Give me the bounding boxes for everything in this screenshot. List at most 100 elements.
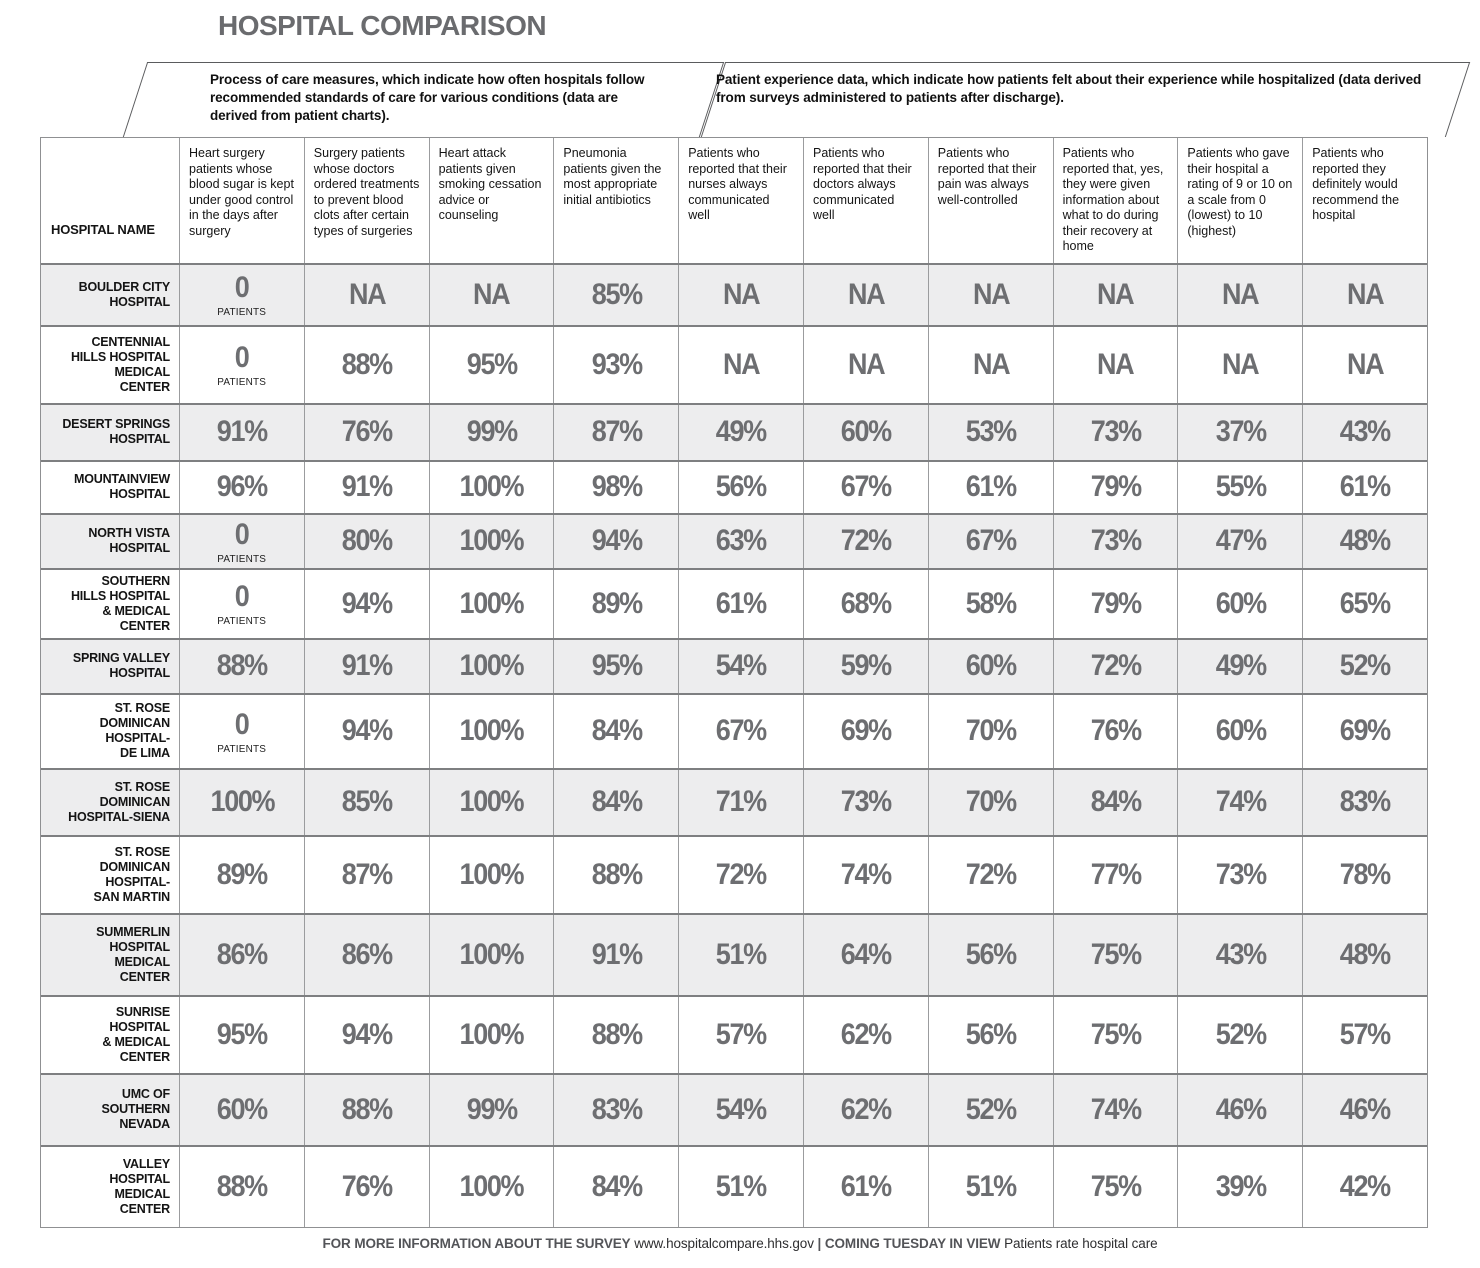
value-cell: 52% [1177,996,1302,1073]
column-header: Pneumonia patients given the most approp… [553,138,678,263]
value-cell: 0 PATIENTS [179,326,304,403]
value-cell: 94% [553,514,678,568]
value-cell: 84% [553,1146,678,1227]
value-text: 79% [1090,586,1141,620]
value-cell: 72% [678,836,803,913]
value-text: 56% [716,470,767,503]
hospital-name-cell: UMC OF SOUTHERN NEVADA [101,1087,170,1131]
value-text: 70% [965,714,1017,747]
value-text: 73% [1090,524,1141,557]
value-text: 53% [965,415,1017,448]
value-text: 57% [716,1017,767,1051]
value-text: 91% [216,415,268,448]
table-row: ST. ROSE DOMINICAN HOSPITAL- DE LIMA 0 PAT… [41,692,1427,768]
value-text: 69% [1340,714,1391,747]
value-cell: 100% [428,639,554,693]
value-cell: 54% [678,639,803,693]
value-cell: 61% [803,1146,928,1227]
value-cell: 56% [927,914,1053,995]
value-cell: 64% [803,914,928,995]
value-cell: 89% [179,836,304,913]
hospital-name-cell: BOULDER CITY HOSPITAL [78,279,171,309]
value-text: 0 [235,341,250,374]
value-cell: 0 PATIENTS [179,569,304,638]
value-text: 83% [1340,785,1391,818]
value-cell: 100% [179,769,304,835]
value-text: 91% [341,649,393,682]
table-header-row: HOSPITAL NAME Heart surgery patients who… [41,138,1427,263]
footer-info-label: FOR MORE INFORMATION ABOUT THE SURVEY [322,1236,631,1251]
value-text: 63% [716,524,767,557]
value-cell: 74% [803,836,928,913]
value-cell: 51% [678,914,803,995]
patients-label: PATIENTS [217,376,267,388]
hospital-name-cell: SPRING VALLEY HOSPITAL [72,651,170,680]
value-cell: 88% [303,326,429,403]
value-cell: 67% [803,461,928,513]
table-row: ST. ROSE DOMINICAN HOSPITAL- SAN MARTIN 8… [41,834,1427,913]
value-cell: 75% [1052,996,1178,1073]
value-text: 73% [1215,857,1266,891]
value-text: 76% [341,1169,393,1203]
value-cell: 62% [803,996,928,1073]
value-text: 48% [1340,524,1391,557]
value-cell: NA [1302,264,1427,325]
table-body: BOULDER CITY HOSPITAL 0 PATIENTS NA NA 85% NA N… [41,262,1427,1227]
value-cell: 72% [927,836,1053,913]
hospital-name-cell: MOUNTAINVIEW HOSPITAL [74,472,170,501]
value-text: 74% [1215,785,1266,818]
experience-banner-text: Patient experience data, which indicate … [716,72,1422,105]
value-cell: 0 PATIENTS [179,514,304,568]
value-text: 84% [591,1169,642,1203]
value-text: NA [972,347,1011,381]
value-text: 78% [1340,857,1391,891]
value-cell: NA [1177,264,1302,325]
value-cell: 55% [1177,461,1302,513]
value-cell: 94% [303,996,429,1073]
value-cell: 91% [303,639,429,693]
value-cell: NA [1177,326,1302,403]
hospital-name-header: HOSPITAL NAME [51,221,155,237]
value-text: 52% [965,1092,1017,1126]
value-text: 55% [1215,470,1266,503]
value-text: NA [847,347,886,381]
value-cell: 100% [428,461,554,513]
hospital-name-cell: CENTENNIAL HILLS HOSPITAL MEDICAL CENTER [70,334,170,394]
value-cell: 49% [678,404,803,460]
value-text: 67% [840,470,892,503]
value-cell: 57% [678,996,803,1073]
patients-label: PATIENTS [217,552,267,565]
value-text: 54% [716,649,767,682]
value-text: 76% [1090,714,1141,747]
value-text: 47% [1215,524,1266,557]
value-cell: 60% [927,639,1053,693]
value-cell: 88% [303,1074,429,1145]
value-text: NA [1346,347,1385,381]
column-header: Patients who reported that their nurses … [678,138,803,263]
value-text: 74% [840,857,892,891]
hospital-name-cell: SUMMERLIN HOSPITAL MEDICAL CENTER [96,924,170,984]
hospital-name-cell: NORTH VISTA HOSPITAL [88,526,170,555]
value-text: 0 [235,517,250,551]
value-text: 88% [341,1092,393,1126]
hospital-name-cell: ST. ROSE DOMINICAN HOSPITAL-SIENA [68,779,170,824]
value-cell: 60% [803,404,928,460]
value-text: 100% [459,1017,525,1051]
value-cell: NA [927,326,1053,403]
column-header: Patients who gave their hospital a ratin… [1177,138,1302,263]
value-text: 61% [716,586,767,620]
hospital-name-cell: DESERT SPRINGS HOSPITAL [62,417,170,446]
value-cell: 99% [428,404,554,460]
value-cell: NA [428,264,554,325]
value-cell: 37% [1177,404,1302,460]
patients-label: PATIENTS [217,615,267,627]
value-cell: 85% [553,264,678,325]
value-cell: 94% [303,694,429,768]
value-text: 86% [341,937,393,971]
value-cell: 61% [927,461,1053,513]
value-text: 84% [591,714,642,747]
value-cell: 62% [803,1074,928,1145]
value-cell: 73% [1052,514,1178,568]
hospital-name-cell: ST. ROSE DOMINICAN HOSPITAL- SAN MARTIN [93,844,171,904]
